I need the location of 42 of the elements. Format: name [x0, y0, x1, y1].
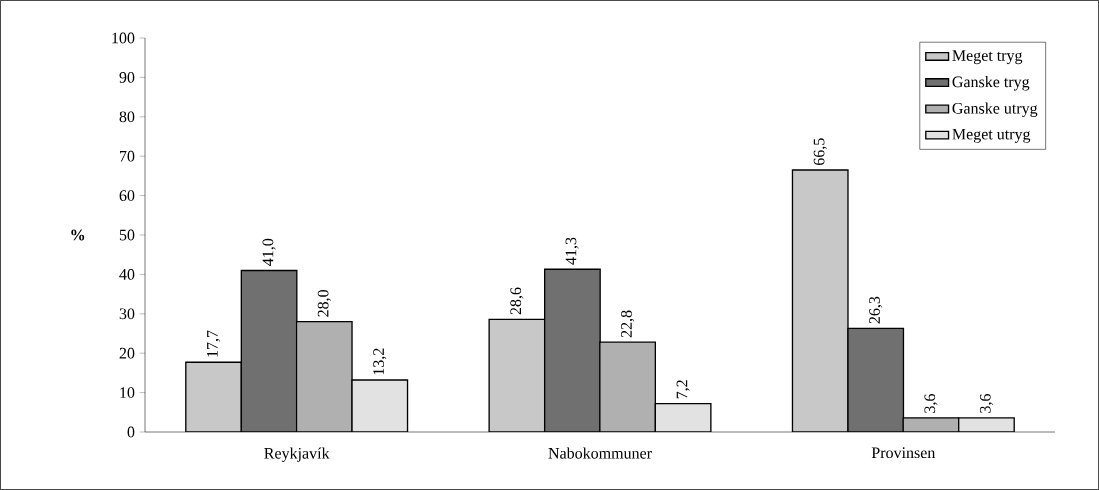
data-label: 3,6	[979, 394, 993, 413]
y-tick-label: 50	[119, 229, 135, 241]
y-tick-label: 10	[120, 387, 135, 398]
data-label: 41,3	[565, 237, 579, 265]
data-label: 7,2	[676, 380, 690, 399]
y-axis-title: %	[71, 229, 85, 241]
data-label: 17,7	[207, 330, 221, 357]
data-label: 26,3	[869, 296, 883, 324]
data-label: 28,0	[317, 290, 331, 317]
legend-label: Ganske tryg	[952, 76, 1030, 91]
data-label: 3,6	[924, 394, 938, 413]
y-tick-label: 30	[119, 308, 135, 320]
legend-label: Meget utryg	[952, 128, 1031, 143]
x-tick-label: Reykjavík	[264, 447, 330, 462]
x-tick-label: Provinsen	[871, 447, 936, 459]
bar	[847, 327, 905, 432]
data-label: 13,2	[373, 348, 387, 375]
x-tick-label: Nabokommuner	[548, 447, 652, 459]
y-tick-label: 0	[127, 426, 135, 438]
y-tick-label: 100	[112, 32, 135, 44]
data-label: 66,5	[813, 138, 827, 166]
bar	[240, 269, 298, 432]
bar	[351, 379, 409, 432]
data-label: 28,6	[510, 287, 524, 315]
bar	[295, 321, 353, 432]
bar	[543, 268, 601, 432]
bar	[185, 361, 242, 432]
data-label: 41,0	[262, 238, 276, 266]
y-tick-label: 70	[120, 150, 135, 162]
y-tick-label: 80	[119, 111, 135, 123]
bar	[654, 402, 712, 432]
data-label: 22,8	[621, 310, 635, 338]
legend-label: Ganske utryg	[952, 102, 1038, 117]
bar	[791, 169, 849, 432]
y-tick-label: 90	[119, 72, 135, 83]
y-tick-label: 40	[119, 269, 135, 280]
bar	[958, 417, 1015, 432]
bar	[488, 318, 546, 432]
y-tick-label: 60	[119, 190, 135, 201]
bar	[599, 341, 657, 432]
y-tick-label: 20	[119, 347, 135, 359]
legend-label: Meget tryg	[952, 50, 1023, 65]
